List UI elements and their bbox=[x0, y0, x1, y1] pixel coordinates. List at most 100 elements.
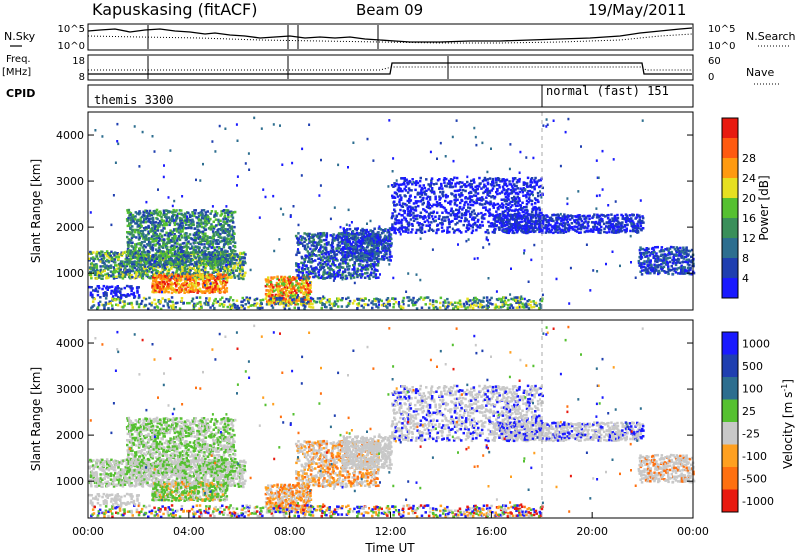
power-cell bbox=[166, 252, 170, 255]
power-cell bbox=[216, 232, 220, 236]
power-cell bbox=[99, 255, 102, 258]
power-cell bbox=[303, 268, 307, 271]
power-cell bbox=[366, 274, 370, 278]
power-cell bbox=[556, 221, 559, 225]
power-cell bbox=[348, 258, 352, 262]
power-cell bbox=[152, 263, 156, 266]
power-cell bbox=[171, 247, 175, 250]
power-cell bbox=[275, 281, 279, 285]
power-cell bbox=[292, 276, 295, 279]
power-cell bbox=[274, 293, 278, 297]
power-cell bbox=[308, 275, 311, 279]
power-cell bbox=[150, 229, 153, 233]
power-cell bbox=[203, 273, 206, 277]
power-cell bbox=[147, 226, 151, 229]
power-cell bbox=[497, 218, 500, 221]
power-cell bbox=[520, 220, 524, 223]
power-cell bbox=[467, 210, 470, 213]
power-cell bbox=[233, 274, 236, 277]
power-cell bbox=[205, 222, 209, 226]
power-cell bbox=[224, 283, 227, 287]
power-cell bbox=[214, 288, 217, 291]
power-cell bbox=[226, 257, 230, 261]
power-cell bbox=[152, 243, 155, 246]
power-cell bbox=[414, 205, 417, 209]
power-cell bbox=[302, 287, 305, 290]
power-cell bbox=[455, 208, 458, 212]
power-cell bbox=[336, 273, 340, 276]
power-cell bbox=[207, 216, 210, 219]
power-cell bbox=[226, 271, 229, 275]
power-cell bbox=[191, 262, 194, 266]
power-cell bbox=[203, 258, 206, 261]
power-cell bbox=[150, 259, 154, 262]
power-cell bbox=[528, 189, 532, 193]
power-cell bbox=[219, 273, 222, 276]
power-cell bbox=[280, 282, 284, 285]
power-cell bbox=[542, 214, 546, 218]
power-cell bbox=[173, 288, 176, 291]
power-cell bbox=[150, 271, 154, 274]
power-cell bbox=[535, 207, 539, 211]
power-cell bbox=[129, 226, 132, 230]
power-cell bbox=[161, 254, 165, 258]
power-cell bbox=[131, 231, 134, 234]
power-cell bbox=[180, 224, 183, 228]
power-cell bbox=[224, 250, 227, 254]
power-cell bbox=[464, 196, 468, 199]
power-cell bbox=[411, 206, 414, 209]
power-cell bbox=[532, 220, 536, 223]
power-cell bbox=[175, 245, 179, 248]
power-cell bbox=[479, 182, 482, 185]
power-cell bbox=[188, 218, 191, 222]
power-cell bbox=[115, 275, 118, 278]
power-cell bbox=[299, 271, 302, 274]
power-cell bbox=[130, 216, 134, 219]
power-cell bbox=[294, 234, 298, 238]
date-title: 19/May/2011 bbox=[588, 1, 686, 19]
power-cell bbox=[514, 177, 517, 180]
power-cell bbox=[266, 283, 269, 286]
power-cell bbox=[150, 211, 153, 215]
power-cell bbox=[204, 224, 207, 228]
power-cell bbox=[455, 204, 459, 207]
power-cell bbox=[305, 282, 308, 286]
power-cell bbox=[195, 231, 199, 234]
power-cell bbox=[231, 258, 235, 261]
power-cell bbox=[179, 230, 183, 233]
power-cell bbox=[336, 237, 340, 240]
power-cell bbox=[176, 250, 180, 254]
power-cell bbox=[215, 224, 218, 227]
power-cell bbox=[198, 288, 202, 291]
power-cell bbox=[218, 279, 222, 283]
power-cell bbox=[144, 260, 148, 264]
power-cell bbox=[197, 267, 200, 270]
power-cell bbox=[203, 281, 206, 285]
power-cell bbox=[160, 234, 163, 238]
power-cell bbox=[98, 276, 101, 279]
power-cell bbox=[163, 273, 166, 276]
power-cell bbox=[147, 253, 150, 256]
power-cell bbox=[142, 221, 146, 224]
power-cell bbox=[233, 225, 236, 229]
power-cell bbox=[125, 264, 129, 268]
power-cell bbox=[233, 264, 236, 268]
power-cell bbox=[535, 222, 539, 226]
power-cell bbox=[219, 228, 223, 232]
power-cell bbox=[132, 256, 135, 259]
power-cell bbox=[126, 211, 130, 214]
power-cell bbox=[450, 207, 453, 210]
power-cell bbox=[385, 256, 389, 260]
power-cell bbox=[338, 266, 341, 269]
power-cell bbox=[336, 259, 339, 262]
power-cell bbox=[296, 288, 299, 291]
power-cell bbox=[102, 254, 105, 257]
power-cell bbox=[273, 295, 277, 299]
power-cell bbox=[201, 213, 204, 216]
power-cell bbox=[191, 274, 194, 277]
power-cell bbox=[165, 263, 168, 266]
power-cell bbox=[385, 252, 388, 256]
power-cell bbox=[204, 235, 207, 238]
power-cell bbox=[327, 241, 330, 244]
power-cell bbox=[177, 231, 181, 234]
